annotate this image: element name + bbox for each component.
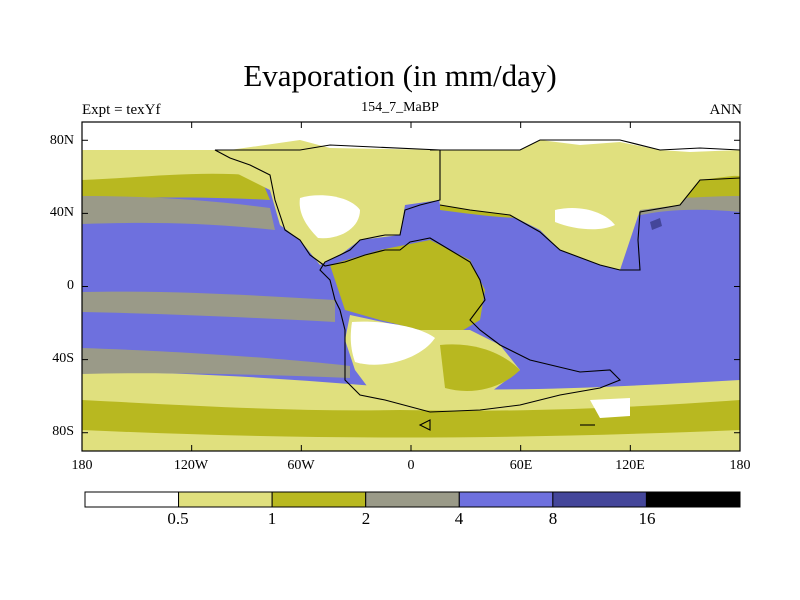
colorbar-swatch	[365, 491, 460, 508]
colorbar-level-label: 4	[454, 509, 464, 528]
colorbar-level-label: 8	[548, 509, 558, 528]
colorbar-swatch	[178, 491, 273, 508]
x-tick-label: 60W	[287, 458, 315, 473]
east-pacific-tongue	[82, 291, 335, 322]
central-asia-dry	[555, 207, 615, 230]
x-tick-label: 120W	[173, 458, 209, 473]
colorbar-level-label: 1	[267, 509, 277, 528]
y-tick-label: 80N	[49, 133, 74, 148]
colorbar-level-label: 16	[638, 509, 656, 528]
colorbar-swatch	[645, 491, 741, 508]
y-tick-label: 0	[67, 278, 74, 293]
y-tick-label: 40N	[49, 205, 74, 220]
x-tick-label: 60E	[509, 458, 533, 473]
x-tick-label: 0	[407, 458, 415, 473]
experiment-label: Expt = texYf	[82, 102, 161, 118]
y-tick-label: 40S	[52, 351, 74, 366]
y-tick-label: 80S	[52, 424, 74, 439]
eurasia-land	[430, 140, 740, 270]
x-tick-label: 180	[729, 458, 751, 473]
plot-title: Evaporation (in mm/day)	[243, 58, 557, 93]
north-mid-band	[82, 173, 270, 200]
north-america-dry	[299, 195, 360, 239]
x-tick-label: 120E	[615, 458, 645, 473]
axis-ticks	[81, 122, 741, 451]
time-period-label: 154_7_MaBP	[361, 100, 439, 115]
colorbar-swatch	[84, 491, 180, 508]
map-fill-layer	[82, 122, 740, 451]
southern-continent-moist	[440, 344, 520, 391]
season-label: ANN	[709, 102, 743, 118]
colorbar-level-label: 0.5	[167, 509, 189, 528]
south-gray-band-west	[82, 348, 350, 378]
high-evap-cell	[650, 218, 662, 230]
equatorial-land	[330, 240, 485, 335]
colorbar	[84, 491, 741, 508]
coastlines	[214, 139, 740, 431]
x-tick-label: 180	[71, 458, 93, 473]
colorbar-level-label: 2	[361, 509, 371, 528]
colorbar-swatch	[552, 491, 647, 508]
southern-continent-dry	[350, 321, 435, 365]
antarctic-band	[82, 430, 740, 451]
colorbar-swatch	[271, 491, 367, 508]
colorbar-swatch	[458, 491, 554, 508]
south-white-patch	[590, 398, 630, 418]
north-gray-band-west	[82, 196, 275, 230]
north-polar-white	[82, 122, 740, 152]
